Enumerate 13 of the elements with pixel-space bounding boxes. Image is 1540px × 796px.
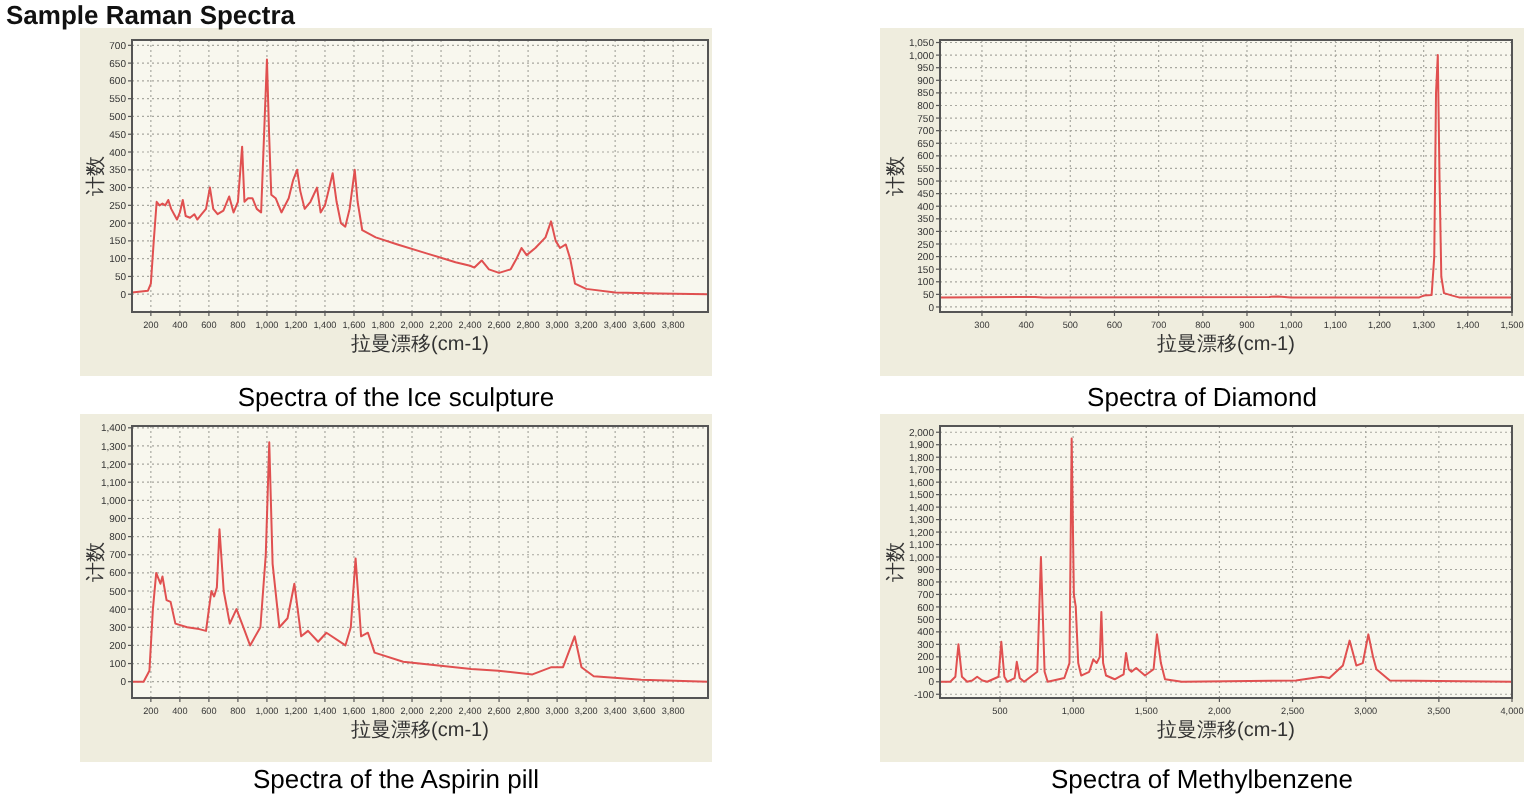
- text: Sample Raman Spectra: [6, 0, 297, 30]
- text: Spectra of the Ice sculpture: [237, 382, 555, 412]
- y-axis-title: 计数: [84, 542, 108, 582]
- y-axis-title: 计数: [884, 156, 908, 196]
- x-axis-title: 拉曼漂移(cm-1): [1157, 332, 1295, 356]
- x-axis-title: 拉曼漂移(cm-1): [1157, 718, 1295, 742]
- text: Spectra of Diamond: [1087, 382, 1317, 412]
- x-axis-title: 拉曼漂移(cm-1): [351, 718, 489, 742]
- text: Spectra of the Aspirin pill: [252, 764, 540, 794]
- text: Spectra of Methylbenzene: [1050, 764, 1354, 794]
- y-axis-title: 计数: [84, 156, 108, 196]
- x-axis-title: 拉曼漂移(cm-1): [351, 332, 489, 356]
- y-axis-title: 计数: [884, 542, 908, 582]
